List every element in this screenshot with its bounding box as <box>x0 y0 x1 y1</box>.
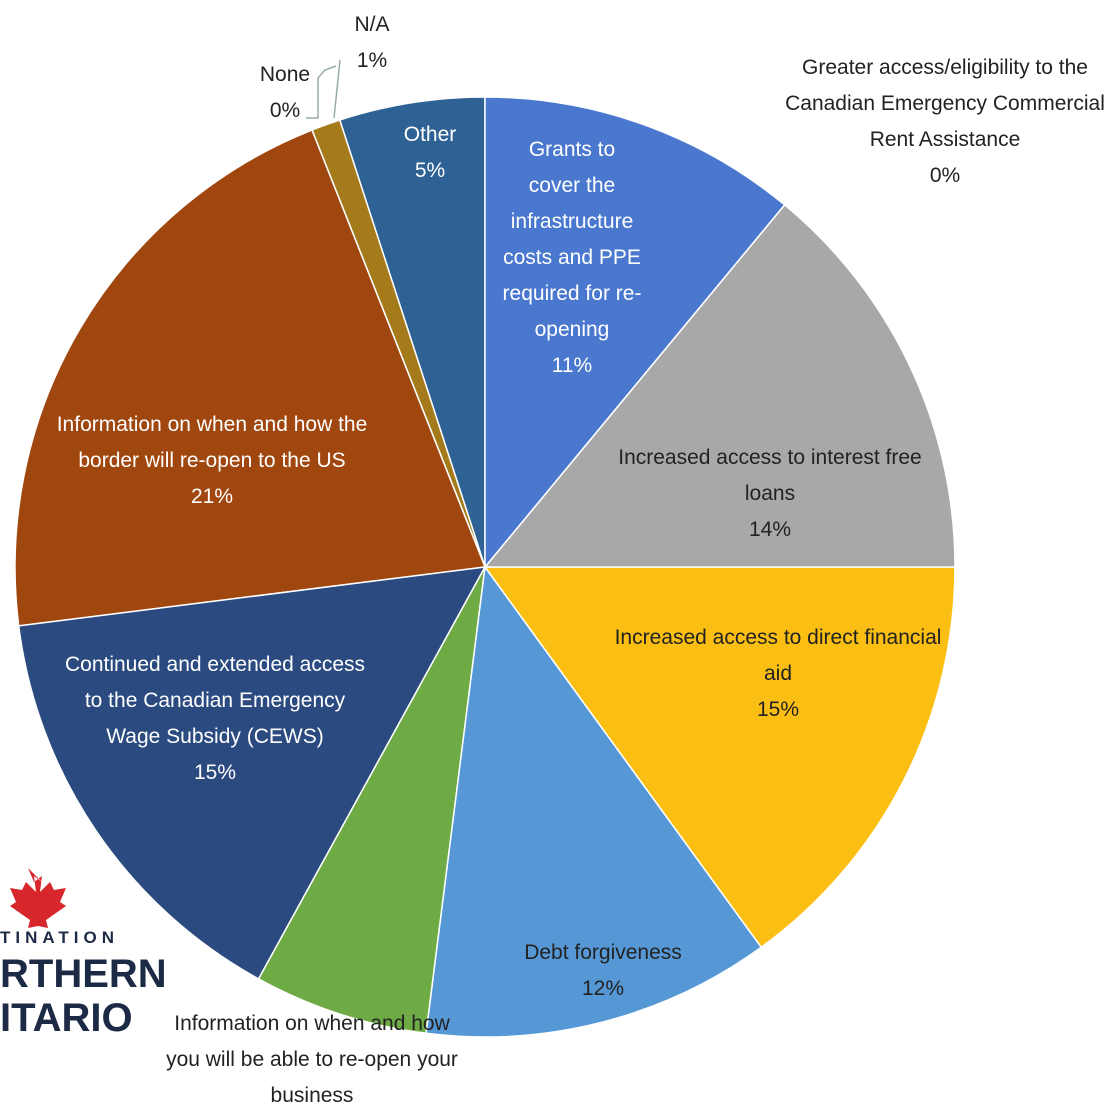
category-label: Continued and extended access to the Can… <box>64 653 366 748</box>
value-label: 1% <box>356 49 388 72</box>
leader-line <box>333 59 341 119</box>
category-label: Information on when and how the border w… <box>56 413 368 472</box>
value-label: 0% <box>929 164 961 187</box>
category-label: N/A <box>354 13 390 36</box>
slice-label: Increased access to interest free loans 1… <box>595 440 945 548</box>
category-label: Debt forgiveness <box>524 941 682 964</box>
slice-label: Increased access to direct financial aid… <box>613 620 943 728</box>
category-label: Grants to cover the infrastructure costs… <box>502 138 642 341</box>
pie-slice <box>257 566 486 1035</box>
value-label: 12% <box>581 977 625 1000</box>
logo-text: RTHERN <box>0 952 167 996</box>
value-label: 11% <box>551 354 593 377</box>
slice-label: N/A 1% <box>332 7 412 79</box>
slice-label: Continued and extended access to the Can… <box>60 647 370 791</box>
slice-label: Other 5% <box>390 117 470 189</box>
pie-slice <box>338 96 486 568</box>
value-label: 15% <box>193 761 237 784</box>
pie-slice <box>425 565 763 1038</box>
category-label: Other <box>403 123 457 146</box>
pie-slice <box>17 566 487 980</box>
slice-label: Information on when and how you will be … <box>162 1006 462 1114</box>
logo-text: TINATION <box>0 928 120 947</box>
slice-label: Debt forgiveness 12% <box>483 935 723 1007</box>
slice-label: Information on when and how the border w… <box>52 407 372 515</box>
value-label: 5% <box>414 159 446 182</box>
leader-line <box>306 65 337 119</box>
category-label: Greater access/eligibility to the Canadi… <box>785 56 1105 151</box>
category-label: Increased access to direct financial aid <box>614 626 942 685</box>
value-label: 0% <box>269 99 301 122</box>
pie-slice <box>14 129 487 627</box>
slice-label: None 0% <box>245 57 325 129</box>
category-label: Increased access to interest free loans <box>618 446 922 505</box>
logo-leaf <box>10 868 66 928</box>
pie-slice <box>483 566 956 949</box>
value-label: 14% <box>748 518 792 541</box>
pie-slice <box>484 96 786 570</box>
value-label: 21% <box>190 485 234 508</box>
value-label: 15% <box>756 698 800 721</box>
category-label: None <box>259 63 311 86</box>
category-label: Information on when and how you will be … <box>166 1012 458 1107</box>
slice-label: Greater access/eligibility to the Canadi… <box>770 50 1119 194</box>
pie-slice <box>483 203 956 568</box>
logo-text: ITARIO <box>0 996 133 1040</box>
slice-label: Grants to cover the infrastructure costs… <box>502 132 642 384</box>
